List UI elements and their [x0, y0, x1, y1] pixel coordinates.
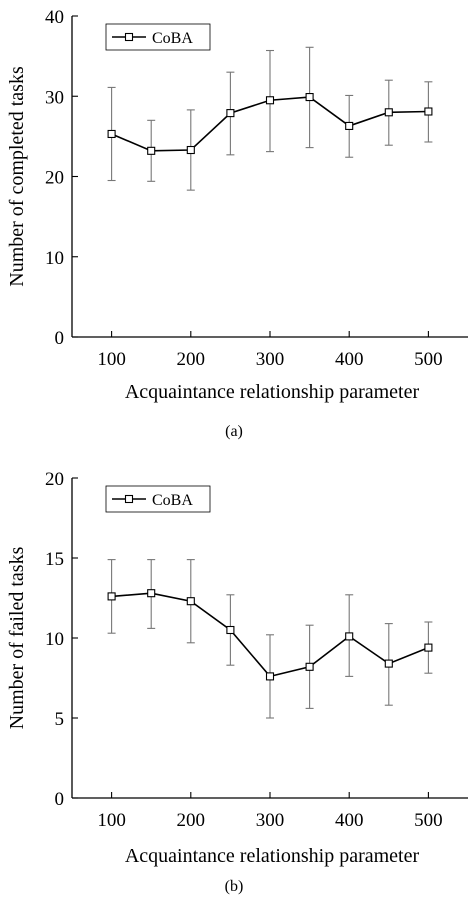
data-point [186, 145, 195, 155]
y-tick-label: 30 [45, 87, 64, 108]
panel-caption: (a) [225, 423, 243, 440]
x-tick-label: 200 [177, 349, 206, 370]
y-tick-label: 5 [55, 709, 65, 730]
data-point [384, 659, 393, 668]
x-tick-label: 500 [414, 349, 443, 370]
y-tick-label: 0 [55, 328, 65, 349]
data-point [424, 107, 433, 116]
y-tick-label: 40 [45, 7, 64, 28]
panel-caption: (b) [225, 878, 244, 895]
y-tick-label: 10 [45, 248, 64, 269]
data-point [305, 93, 314, 102]
x-tick-label: 300 [256, 810, 285, 831]
x-axis-title: Acquaintance relationship parameter [125, 845, 420, 867]
y-tick-label: 0 [55, 789, 65, 810]
data-point [147, 146, 156, 155]
data-point [107, 592, 116, 601]
y-axis-title: Number of completed tasks [6, 66, 28, 287]
legend-b: CoBA [105, 485, 211, 513]
data-point [265, 96, 275, 105]
x-tick-label: 400 [335, 810, 364, 831]
data-point [345, 632, 354, 641]
data-point [265, 672, 275, 681]
legend-marker [124, 494, 134, 504]
legend-marker [124, 32, 134, 42]
y-axis-title: Number of failed tasks [6, 546, 28, 729]
legend-a: CoBA [105, 23, 211, 51]
legend-label: CoBA [152, 492, 193, 509]
data-point [107, 129, 116, 139]
data-point [424, 643, 433, 652]
plot-area-b: 0 5 10 15 20 100 200 300 400 500 [45, 469, 468, 831]
data-point [226, 109, 235, 118]
panel-b: 0 5 10 15 20 100 200 300 400 500 CoBA Acquaintanc… [6, 469, 468, 895]
data-point [345, 121, 354, 130]
legend-label: CoBA [152, 30, 193, 47]
y-tick-label: 20 [45, 469, 64, 490]
x-tick-label: 200 [177, 810, 206, 831]
panel-a: 0 10 20 30 40 100 200 300 400 500 CoBA Acquaintan… [6, 7, 468, 440]
x-tick-label: 300 [256, 349, 285, 370]
x-tick-label: 400 [335, 349, 364, 370]
data-point [305, 662, 314, 671]
y-tick-label: 20 [45, 168, 64, 189]
x-tick-label: 100 [97, 349, 126, 370]
data-point [186, 597, 195, 606]
x-tick-label: 100 [97, 810, 126, 831]
y-tick-label: 15 [45, 549, 64, 570]
x-axis-title: Acquaintance relationship parameter [125, 381, 420, 403]
data-point [226, 625, 235, 635]
x-tick-label: 500 [414, 810, 443, 831]
plot-area-a: 0 10 20 30 40 100 200 300 400 500 [45, 7, 468, 370]
y-tick-label: 10 [45, 629, 64, 650]
data-point [147, 589, 156, 598]
data-point [384, 108, 393, 117]
